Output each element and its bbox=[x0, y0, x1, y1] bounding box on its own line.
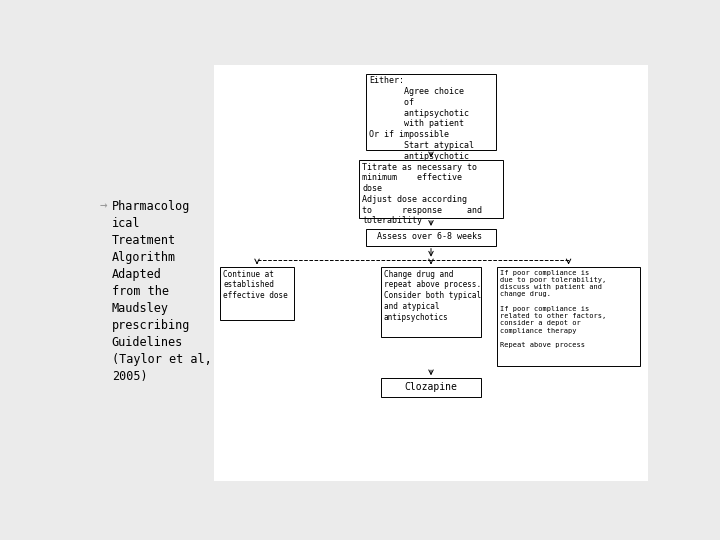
Bar bbox=[90, 65, 214, 481]
Bar bbox=[366, 74, 496, 150]
Bar bbox=[359, 160, 503, 218]
Text: Continue at
established
effective dose: Continue at established effective dose bbox=[223, 269, 288, 300]
Text: Pharmacolog
ical
Treatment
Algorithm
Adapted
from the
Maudsley
prescribing
Guide: Pharmacolog ical Treatment Algorithm Ada… bbox=[112, 200, 212, 382]
Text: →: → bbox=[99, 200, 107, 213]
Text: Clozapine: Clozapine bbox=[405, 382, 457, 393]
Text: Change drug and
repeat above process.
Consider both typical
and atypical
antipsy: Change drug and repeat above process. Co… bbox=[384, 269, 481, 322]
Bar bbox=[214, 65, 648, 481]
Bar bbox=[497, 267, 640, 366]
Text: Titrate as necessary to
minimum    effective
dose
Adjust dose according
to      : Titrate as necessary to minimum effectiv… bbox=[362, 163, 482, 225]
Bar bbox=[381, 267, 482, 336]
Text: Either:
       Agree choice
       of
       antipsychotic
       with patient
O: Either: Agree choice of antipsychotic wi… bbox=[369, 76, 474, 160]
Text: Assess over 6-8 weeks: Assess over 6-8 weeks bbox=[377, 232, 482, 241]
Bar bbox=[366, 229, 496, 246]
Bar bbox=[220, 267, 294, 320]
Bar bbox=[381, 378, 482, 397]
Text: If poor compliance is
due to poor tolerability,
discuss with patient and
change : If poor compliance is due to poor tolera… bbox=[500, 269, 606, 348]
